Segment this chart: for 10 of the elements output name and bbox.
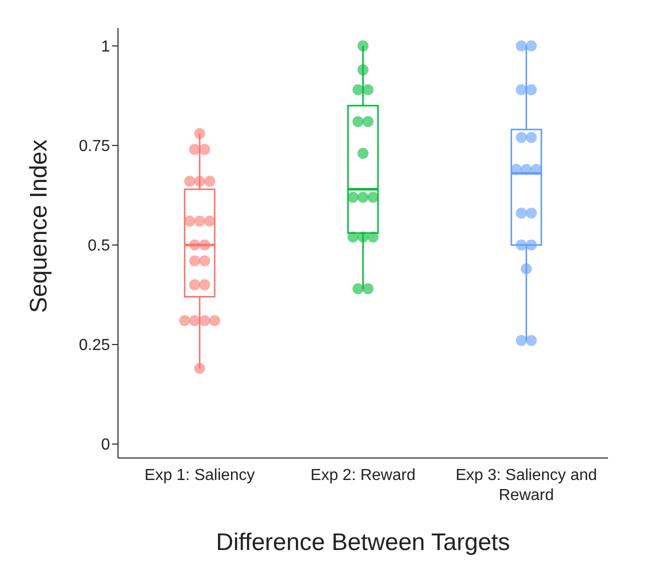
x-tick-label: Exp 1: Saliency [144,467,255,484]
x-axis-title: Difference Between Targets [216,529,510,556]
y-tick-label: 0 [101,436,110,454]
x-tick-label: Exp 2: Reward [310,467,416,484]
y-tick-label: 0.25 [78,337,110,354]
y-tick-label: 0.75 [78,138,110,156]
y-tick-label: 1 [101,38,110,56]
y-axis-title: Sequence Index [26,140,53,313]
y-tick-label: 0.5 [88,238,110,255]
x-tick-label: Exp 3: Saliency and Reward [456,467,598,504]
